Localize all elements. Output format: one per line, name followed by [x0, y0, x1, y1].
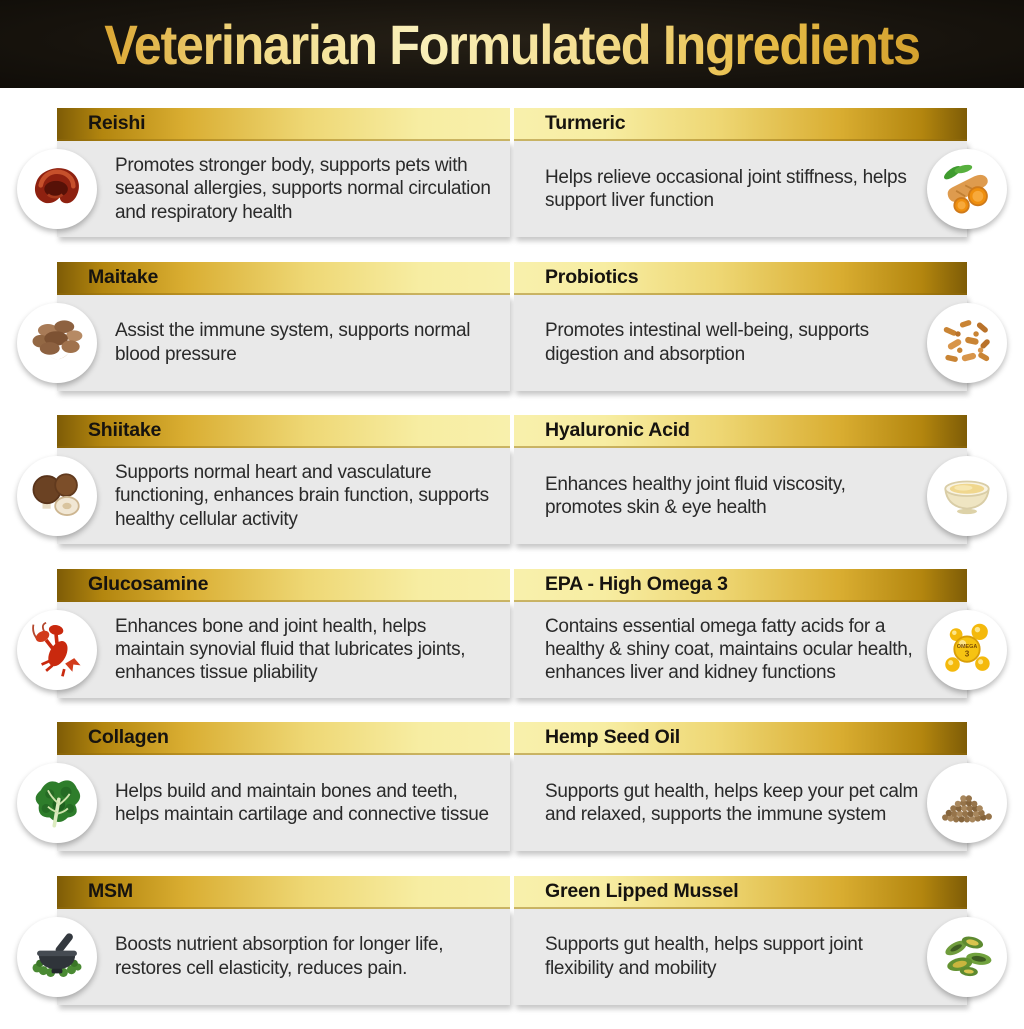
card-body: Assist the immune system, supports norma… [57, 294, 510, 391]
ingredient-description: Enhances healthy joint fluid viscosity, … [545, 473, 846, 518]
card-collagen: Collagen Helps build and maintain bones … [17, 722, 510, 851]
reishi-mushroom-icon [17, 149, 97, 229]
hemp-seeds-icon [927, 763, 1007, 843]
ingredient-description: Helps build and maintain bones and teeth… [115, 780, 489, 825]
kale-leaf-icon [17, 763, 97, 843]
shiitake-mushroom-icon [17, 456, 97, 536]
card-header-bar: Shiitake [57, 415, 510, 448]
ingredient-description: Boosts nutrient absorption for longer li… [115, 934, 444, 979]
hyaluronic-acid-bowl-icon [927, 456, 1007, 536]
card-header-bar: EPA - High Omega 3 [514, 568, 967, 602]
card-header-bar: Probiotics [514, 261, 967, 295]
ingredient-name: MSM [88, 879, 133, 902]
card-hyaluronic-acid: Hyaluronic Acid Enhances healthy joint f… [514, 415, 1007, 544]
card-body: Helps build and maintain bones and teeth… [57, 755, 510, 851]
card-body: Promotes stronger body, supports pets wi… [57, 141, 510, 237]
card-body: Supports gut health, helps support joint… [514, 908, 967, 1005]
card-header-bar: MSM [57, 875, 510, 909]
card-body: Supports normal heart and vasculature fu… [57, 448, 510, 544]
card-header-bar: Reishi [57, 108, 510, 141]
ingredient-name: Turmeric [545, 112, 626, 134]
ingredient-description: Supports gut health, helps support joint… [545, 934, 863, 979]
ingredient-description: Enhances bone and joint health, helps ma… [115, 615, 466, 684]
card-header-bar: Green Lipped Mussel [514, 875, 967, 909]
ingredient-name: Probiotics [545, 265, 639, 288]
ingredient-name: Hemp Seed Oil [545, 726, 681, 748]
card-header-bar: Turmeric [514, 108, 967, 141]
card-turmeric: Turmeric Helps relieve occasional joint … [514, 108, 1007, 237]
ingredient-name: Collagen [88, 726, 169, 748]
ingredient-name: Green Lipped Mussel [545, 879, 739, 902]
card-body: Enhances healthy joint fluid viscosity, … [514, 448, 967, 544]
maitake-mushroom-icon [17, 302, 97, 383]
omega-3-capsules-icon: OMEGA 3 [927, 609, 1007, 690]
ingredient-name: Shiitake [88, 419, 162, 441]
probiotics-bacteria-icon [927, 302, 1007, 383]
ingredient-description: Assist the immune system, supports norma… [115, 320, 471, 365]
card-header-bar: Hemp Seed Oil [514, 722, 967, 755]
ingredient-name: EPA - High Omega 3 [545, 572, 728, 595]
card-epa-high-omega-3: EPA - High Omega 3 Contains essential om… [514, 568, 1007, 698]
card-msm: MSM Boosts nutrient absorption for longe… [17, 875, 510, 1005]
card-header-bar: Collagen [57, 722, 510, 755]
card-header-bar: Hyaluronic Acid [514, 415, 967, 448]
ingredient-description: Helps relieve occasional joint stiffness… [545, 166, 907, 211]
ingredient-grid: Reishi Promotes stronger body, supports … [0, 88, 1024, 1029]
card-green-lipped-mussel: Green Lipped Mussel Supports gut health,… [514, 875, 1007, 1005]
card-maitake: Maitake Assist the immune system, suppor… [17, 261, 510, 391]
card-body: Helps relieve occasional joint stiffness… [514, 141, 967, 237]
card-shiitake: Shiitake Supports normal heart and vascu… [17, 415, 510, 544]
card-body: Boosts nutrient absorption for longer li… [57, 908, 510, 1005]
card-body: Enhances bone and joint health, helps ma… [57, 601, 510, 698]
ingredient-name: Hyaluronic Acid [545, 419, 690, 441]
card-body: Promotes intestinal well-being, supports… [514, 294, 967, 391]
card-body: Contains essential omega fatty acids for… [514, 601, 967, 698]
ingredient-description: Supports gut health, helps keep your pet… [545, 780, 919, 825]
page-title: Veterinarian Formulated Ingredients [104, 12, 921, 76]
card-hemp-seed-oil: Hemp Seed Oil Supports gut health, helps… [514, 722, 1007, 851]
omega-number-text: 3 [965, 649, 970, 658]
card-probiotics: Probiotics Promotes intestinal well-bein… [514, 261, 1007, 391]
ingredient-description: Supports normal heart and vasculature fu… [115, 462, 489, 530]
ingredient-name: Maitake [88, 265, 159, 288]
card-glucosamine: Glucosamine Enhances bone and joint heal… [17, 568, 510, 698]
card-body: Supports gut health, helps keep your pet… [514, 755, 967, 851]
lobster-icon [17, 609, 97, 690]
card-header-bar: Glucosamine [57, 568, 510, 602]
ingredient-name: Glucosamine [88, 572, 209, 595]
ingredient-description: Promotes stronger body, supports pets wi… [115, 155, 491, 223]
omega-label-text: OMEGA [957, 644, 978, 650]
green-lipped-mussel-icon [927, 916, 1007, 997]
title-banner: Veterinarian Formulated Ingredients [0, 0, 1024, 88]
ingredient-description: Contains essential omega fatty acids for… [545, 615, 913, 684]
turmeric-root-icon [927, 149, 1007, 229]
card-reishi: Reishi Promotes stronger body, supports … [17, 108, 510, 237]
card-header-bar: Maitake [57, 261, 510, 295]
ingredient-description: Promotes intestinal well-being, supports… [545, 320, 869, 365]
ingredient-name: Reishi [88, 112, 146, 134]
mortar-pestle-icon [17, 916, 97, 997]
